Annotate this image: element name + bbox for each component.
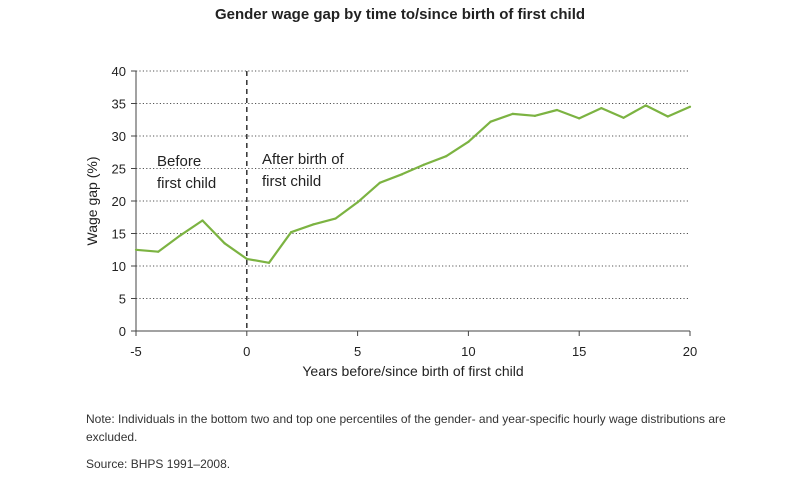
data-point-2	[290, 231, 293, 234]
chart-title: Gender wage gap by time to/since birth o…	[214, 6, 586, 23]
data-point-3	[312, 223, 315, 226]
x-tick-label-0: 0	[243, 344, 250, 359]
data-point-14	[555, 108, 559, 112]
chart-note: Note: Individuals in the bottom two and …	[86, 412, 726, 444]
y-tick-label-0: 0	[119, 324, 126, 339]
grid-lines	[136, 70, 690, 299]
y-tick-label-10: 10	[112, 259, 126, 274]
data-point-4	[334, 217, 337, 220]
y-axis-label: Wage gap (%)	[84, 157, 100, 246]
data-point-19	[666, 115, 669, 118]
y-tick-label-15: 15	[112, 227, 126, 242]
data-point--2	[201, 219, 204, 222]
data-point-8	[422, 163, 426, 166]
data-point-0	[245, 257, 248, 260]
data-point-12	[511, 112, 514, 115]
data-point--3	[179, 234, 182, 237]
data-point-13	[533, 114, 536, 117]
y-tick-label-20: 20	[112, 194, 126, 209]
annotations: Before first child After birth of first chi…	[157, 151, 345, 192]
data-point-5	[356, 201, 359, 204]
data-point-20	[688, 105, 692, 108]
annotation-after-line-0: After birth of	[262, 151, 345, 168]
y-tick-label-25: 25	[112, 162, 126, 177]
series-line-0	[135, 104, 691, 264]
tick-labels: 0 5 10 15 20 25 30 35 40 -5 0 5 10 15 20	[112, 64, 698, 359]
data-point-9	[445, 155, 448, 158]
y-tick-label-35: 35	[112, 97, 126, 112]
data-point--5	[134, 248, 138, 251]
series-layer	[134, 104, 692, 264]
y-tick-label-30: 30	[112, 129, 126, 144]
x-axis-label: Years before/since birth of first child	[302, 363, 523, 379]
data-point--1	[223, 242, 226, 245]
data-point-11	[489, 120, 492, 123]
data-point-6	[378, 181, 381, 184]
chart-source: Source: BHPS 1991–2008.	[86, 457, 231, 471]
data-point-7	[400, 173, 404, 176]
x-tick-label-10: 10	[461, 344, 475, 359]
y-tick-label-40: 40	[112, 64, 126, 79]
x-tick-label-5: 5	[354, 344, 361, 359]
y-tick-label-5: 5	[119, 292, 126, 307]
data-point-15	[578, 117, 581, 120]
axes	[131, 70, 691, 336]
annotation-before-line-0: Before	[157, 153, 201, 170]
annotation-after-line-1: first child	[262, 173, 321, 190]
data-point--4	[157, 250, 160, 253]
x-tick-label-20: 20	[683, 344, 697, 359]
x-tick-label-15: 15	[572, 344, 586, 359]
data-point-16	[600, 106, 603, 110]
data-point-1	[267, 261, 271, 264]
annotation-before-line-1: first child	[157, 175, 216, 192]
data-point-17	[622, 116, 625, 119]
x-tick-label--5: -5	[130, 344, 142, 359]
data-point-18	[644, 104, 647, 107]
data-point-10	[467, 140, 470, 143]
